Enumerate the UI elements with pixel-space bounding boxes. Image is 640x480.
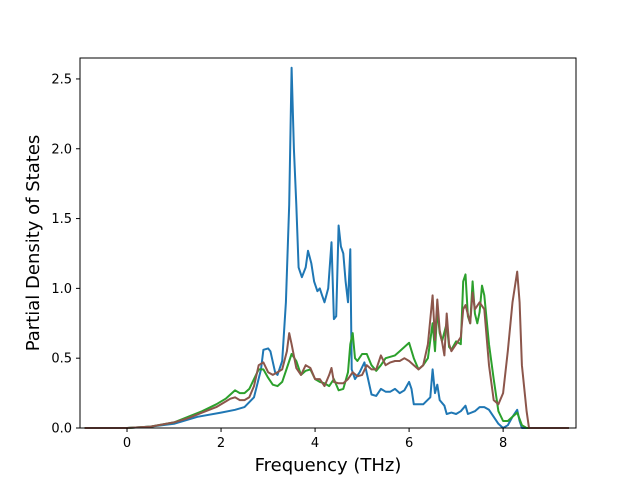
x-tick-label: 8 (499, 436, 507, 451)
x-tick-label: 4 (311, 436, 319, 451)
y-tick-label: 1.0 (51, 282, 72, 297)
y-tick-label: 2.5 (51, 72, 72, 87)
series-line-3 (84, 270, 569, 429)
y-axis-ticks: 0.0 0.5 1.0 1.5 2.0 2.5 (51, 72, 80, 437)
x-tick-label: 6 (405, 436, 413, 451)
x-axis-label: Frequency (THz) (255, 455, 402, 476)
x-tick-label: 2 (217, 436, 225, 451)
y-tick-label: 0.5 (51, 352, 72, 367)
x-tick-label: 0 (123, 436, 131, 451)
plot-frame (79, 57, 577, 429)
y-tick-label: 0.0 (51, 422, 72, 437)
series-layer (84, 66, 569, 429)
y-axis-label: Partial Density of States (23, 135, 44, 352)
y-tick-label: 1.5 (51, 212, 72, 227)
x-axis-ticks: 0 2 4 6 8 (123, 428, 507, 451)
plot-area (80, 58, 576, 428)
y-tick-label: 2.0 (51, 142, 72, 157)
